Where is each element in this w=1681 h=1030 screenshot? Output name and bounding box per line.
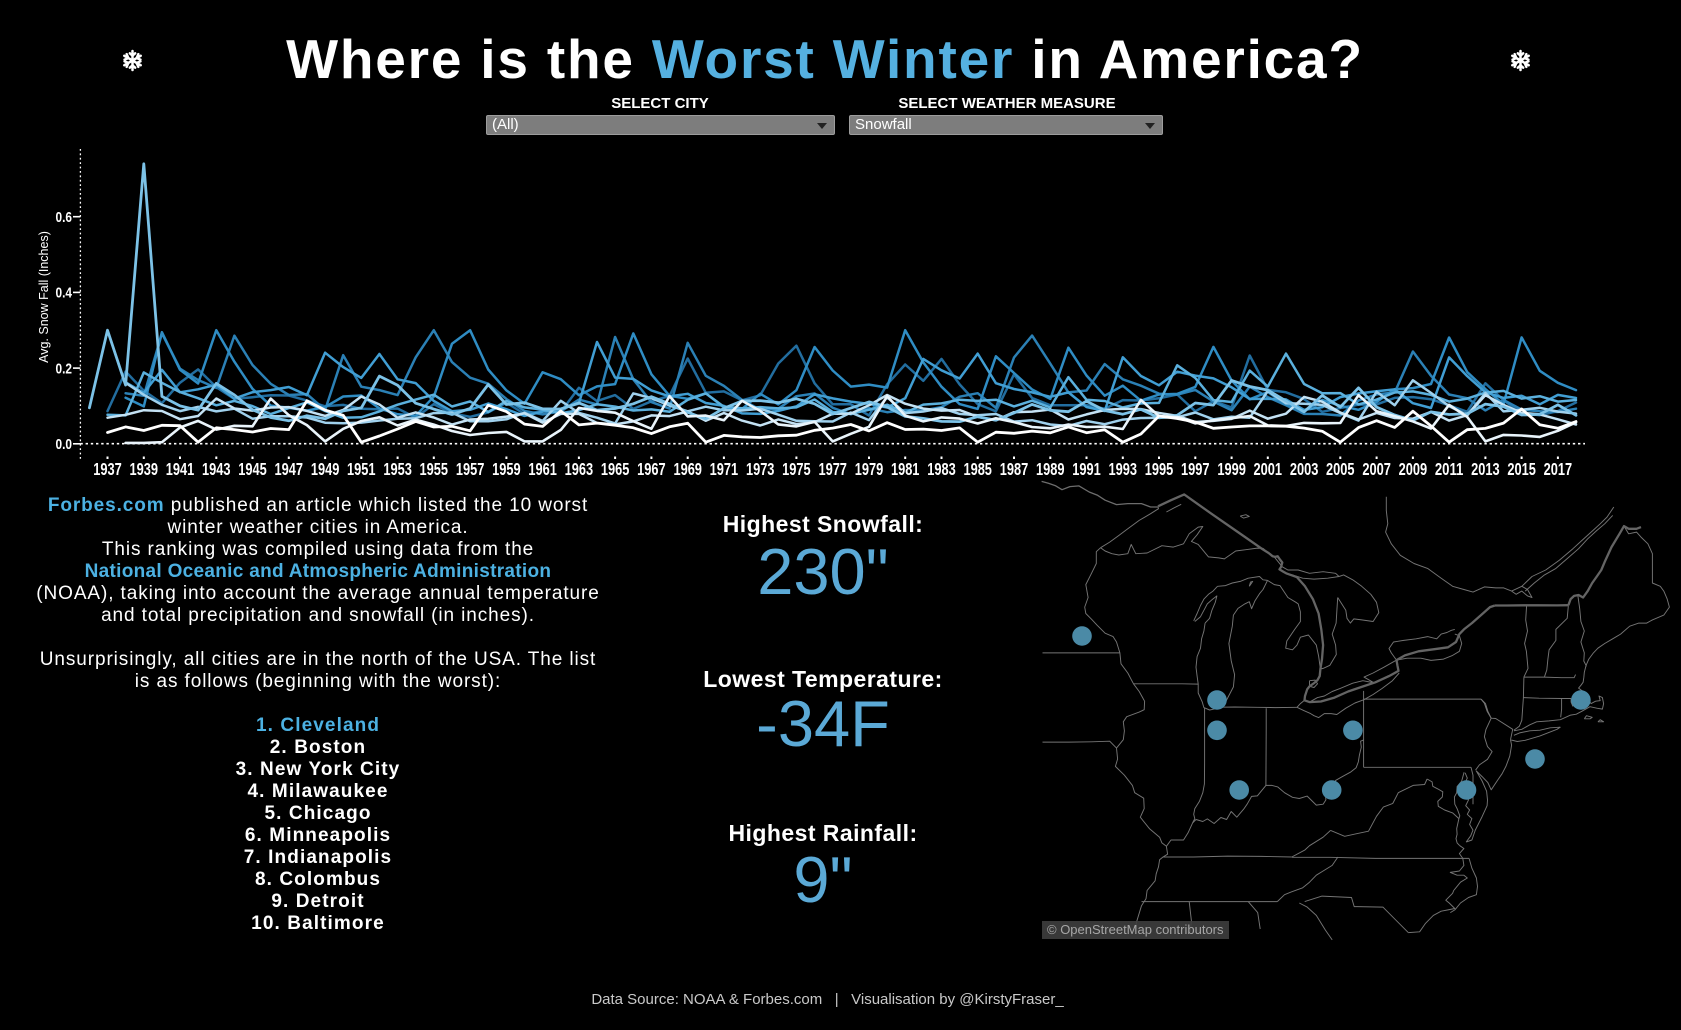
svg-text:1953: 1953 xyxy=(383,459,412,479)
svg-text:0.0: 0.0 xyxy=(56,436,73,453)
svg-text:1995: 1995 xyxy=(1145,459,1174,479)
svg-text:1987: 1987 xyxy=(1000,459,1029,479)
svg-text:1977: 1977 xyxy=(818,459,847,479)
svg-text:1967: 1967 xyxy=(637,459,666,479)
svg-text:0.4: 0.4 xyxy=(56,285,73,302)
svg-text:1979: 1979 xyxy=(855,459,884,479)
svg-text:0.6: 0.6 xyxy=(56,209,73,226)
svg-text:1993: 1993 xyxy=(1109,459,1138,479)
svg-text:1951: 1951 xyxy=(347,459,376,479)
svg-text:2003: 2003 xyxy=(1290,459,1319,479)
svg-text:0.2: 0.2 xyxy=(56,360,73,377)
svg-text:2001: 2001 xyxy=(1254,459,1283,479)
svg-text:1947: 1947 xyxy=(275,459,304,479)
svg-text:1961: 1961 xyxy=(528,459,557,479)
svg-text:1939: 1939 xyxy=(130,459,159,479)
svg-text:1973: 1973 xyxy=(746,459,775,479)
svg-text:1983: 1983 xyxy=(927,459,956,479)
svg-text:2007: 2007 xyxy=(1362,459,1391,479)
svg-text:1991: 1991 xyxy=(1072,459,1101,479)
svg-text:1989: 1989 xyxy=(1036,459,1065,479)
svg-text:1959: 1959 xyxy=(492,459,521,479)
svg-text:1957: 1957 xyxy=(456,459,485,479)
svg-text:1999: 1999 xyxy=(1217,459,1246,479)
svg-text:2013: 2013 xyxy=(1471,459,1500,479)
svg-text:Avg. Snow Fall (Inches): Avg. Snow Fall (Inches) xyxy=(37,231,51,363)
svg-text:1969: 1969 xyxy=(673,459,702,479)
svg-text:1955: 1955 xyxy=(420,459,449,479)
svg-text:2005: 2005 xyxy=(1326,459,1355,479)
svg-text:1971: 1971 xyxy=(710,459,739,479)
svg-text:1937: 1937 xyxy=(93,459,122,479)
svg-text:1997: 1997 xyxy=(1181,459,1210,479)
svg-text:1949: 1949 xyxy=(311,459,340,479)
svg-text:1981: 1981 xyxy=(891,459,920,479)
svg-text:2015: 2015 xyxy=(1507,459,1536,479)
svg-text:1985: 1985 xyxy=(963,459,992,479)
svg-text:2017: 2017 xyxy=(1544,459,1573,479)
svg-text:1945: 1945 xyxy=(238,459,267,479)
svg-text:1963: 1963 xyxy=(565,459,594,479)
svg-text:2009: 2009 xyxy=(1399,459,1428,479)
svg-text:1941: 1941 xyxy=(166,459,195,479)
svg-text:1943: 1943 xyxy=(202,459,231,479)
svg-text:1965: 1965 xyxy=(601,459,630,479)
svg-text:2011: 2011 xyxy=(1435,459,1464,479)
svg-text:1975: 1975 xyxy=(782,459,811,479)
